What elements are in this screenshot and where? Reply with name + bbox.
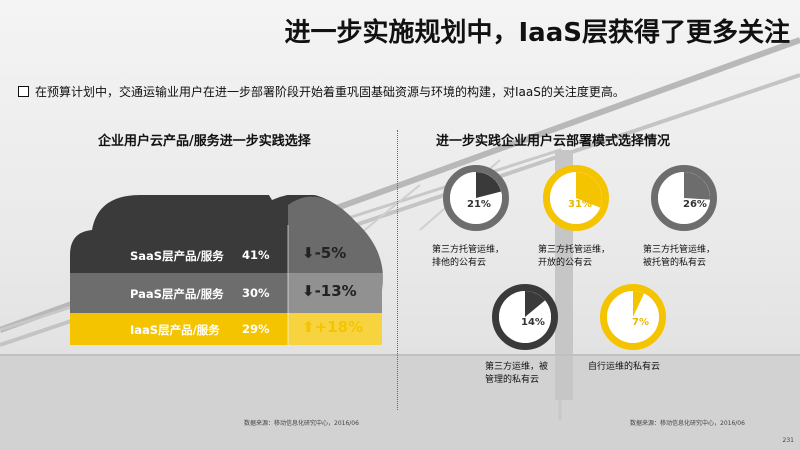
summary-text: 在预算计划中，交通运输业用户在进一步部署阶段开始着重巩固基础资源与环境的构建，对… bbox=[35, 85, 625, 99]
pie-value-1: 21% bbox=[467, 199, 491, 210]
row-label-paas: PaaS层产品/服务 bbox=[130, 287, 224, 301]
band-iaas bbox=[70, 313, 383, 345]
pie-slice-5 bbox=[633, 291, 645, 317]
pie-ring-3 bbox=[651, 165, 717, 231]
cloud-highlight bbox=[288, 196, 383, 345]
pie-slice-4 bbox=[525, 291, 546, 317]
band-paas bbox=[70, 273, 383, 313]
source-left: 数据来源：移动信息化研究中心，2016/06 bbox=[244, 420, 359, 427]
bullet-square-icon bbox=[18, 86, 29, 97]
arrow-down-icon: ⬇ bbox=[302, 282, 315, 300]
pie-value-4: 14% bbox=[521, 317, 545, 328]
band-saas bbox=[70, 195, 383, 273]
arrow-up-icon: ⬆ bbox=[302, 318, 315, 336]
change-saas: ⬇-5% bbox=[302, 244, 347, 262]
pie-ring-1 bbox=[443, 165, 509, 231]
summary-bullet: 在预算计划中，交通运输业用户在进一步部署阶段开始着重巩固基础资源与环境的构建，对… bbox=[18, 83, 625, 100]
pie-caption-3: 第三方托管运维， 被托管的私有云 bbox=[643, 245, 716, 268]
pie-ring-5 bbox=[600, 284, 666, 350]
pie-ring-2 bbox=[543, 165, 609, 231]
pie-caption-1: 第三方托管运维， 排他的公有云 bbox=[432, 245, 505, 268]
row-value-paas: 30% bbox=[242, 286, 270, 300]
row-label-saas: SaaS层产品/服务 bbox=[130, 249, 224, 263]
page-number: 231 bbox=[782, 437, 794, 444]
left-chart-title: 企业用户云产品/服务进一步实践选择 bbox=[98, 134, 311, 149]
page-title: 进一步实施规划中，IaaS层获得了更多关注 bbox=[284, 18, 791, 48]
pie-caption-5: 自行运维的私有云 bbox=[588, 362, 661, 372]
pie-slice-3 bbox=[684, 172, 710, 200]
pie-caption-4: 第三方运维，被 管理的私有云 bbox=[485, 362, 549, 385]
pie-slice-1 bbox=[476, 172, 502, 198]
cloud-chart bbox=[70, 195, 383, 345]
pie-value-5: 7% bbox=[632, 317, 649, 328]
pie-caption-2: 第三方托管运维， 开放的公有云 bbox=[538, 245, 611, 268]
change-iaas: ⬆+18% bbox=[302, 318, 364, 336]
source-right: 数据来源：移动信息化研究中心，2016/06 bbox=[630, 420, 745, 427]
pie-slice-2 bbox=[576, 171, 603, 208]
pie-ring-4 bbox=[492, 284, 558, 350]
row-label-iaas: IaaS层产品/服务 bbox=[130, 323, 220, 337]
row-value-saas: 41% bbox=[242, 248, 270, 262]
row-value-iaas: 29% bbox=[242, 322, 270, 336]
right-chart-title: 进一步实践企业用户云部署模式选择情况 bbox=[436, 134, 671, 149]
pie-value-2: 31% bbox=[568, 199, 592, 210]
pie-value-3: 26% bbox=[683, 199, 707, 210]
change-paas: ⬇-13% bbox=[302, 282, 357, 300]
section-divider bbox=[397, 130, 398, 410]
arrow-down-icon: ⬇ bbox=[302, 244, 315, 262]
